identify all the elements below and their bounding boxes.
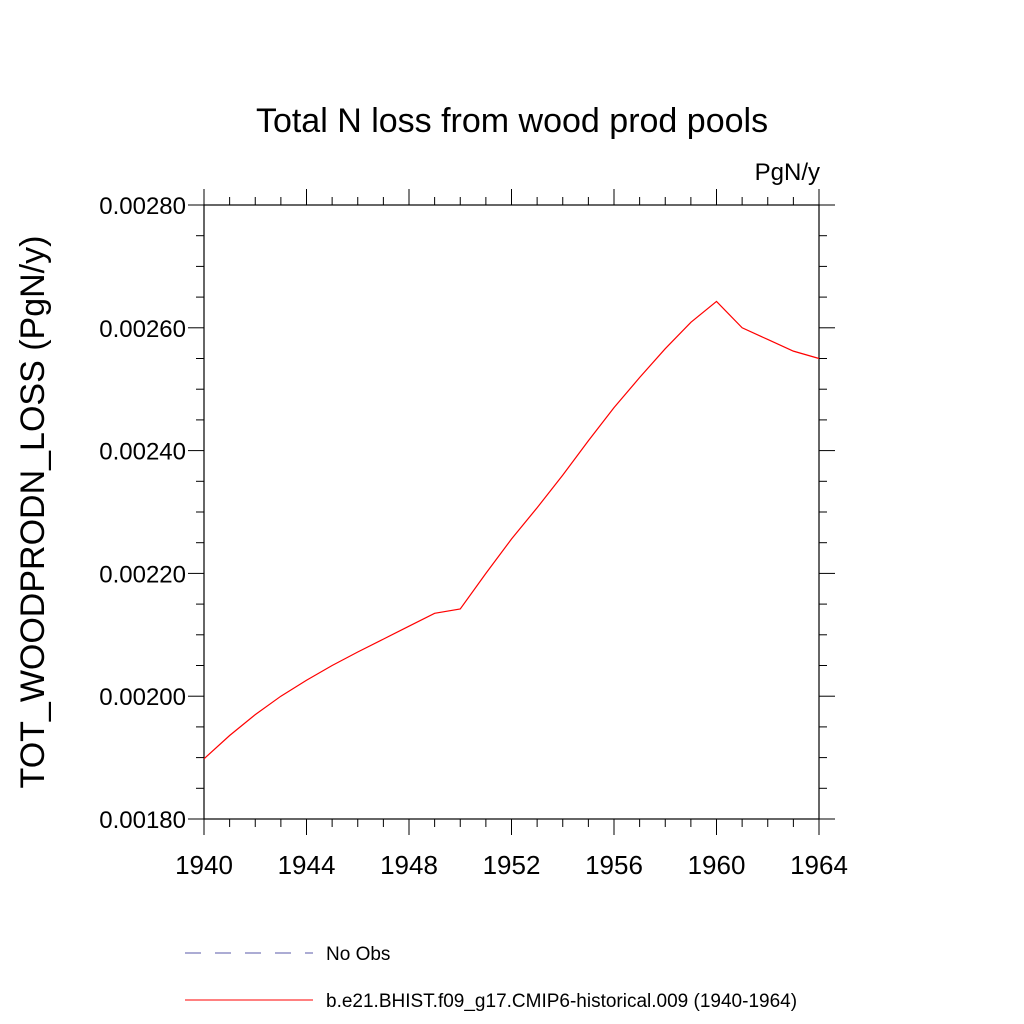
x-tick-label: 1956 [585, 850, 643, 880]
axis-tick-labels: 1940 1944 1948 1952 1956 1960 1964 0.00180 0.002… [99, 193, 848, 880]
x-tick-label: 1964 [790, 850, 848, 880]
plot-frame [203, 204, 820, 820]
x-tick-label: 1960 [688, 850, 746, 880]
chart-title: Total N loss from wood prod pools [256, 102, 768, 140]
legend-label-1: b.e21.BHIST.f09_g17.CMIP6-historical.009… [326, 991, 797, 1012]
legend-label-0: No Obs [326, 944, 390, 965]
y-tick-label: 0.00200 [99, 684, 186, 711]
x-tick-label: 1944 [278, 850, 336, 880]
series-line-1 [203, 300, 820, 760]
legend: No Obs b.e21.BHIST.f09_g17.CMIP6-historic… [185, 944, 797, 1012]
axis-ticks [188, 189, 835, 835]
y-tick-label: 0.00280 [99, 193, 186, 220]
series-layer [203, 300, 820, 760]
y-axis-label: TOT_WOODPRODN_LOSS (PgN/y) [14, 236, 52, 789]
y-tick-label: 0.00260 [99, 316, 186, 343]
x-tick-label: 1940 [175, 850, 233, 880]
y-tick-label: 0.00240 [99, 439, 186, 466]
y-tick-label: 0.00220 [99, 561, 186, 588]
x-tick-label: 1952 [483, 850, 541, 880]
y-tick-label: 0.00180 [99, 807, 186, 834]
units-label: PgN/y [755, 159, 820, 186]
x-tick-label: 1948 [380, 850, 438, 880]
